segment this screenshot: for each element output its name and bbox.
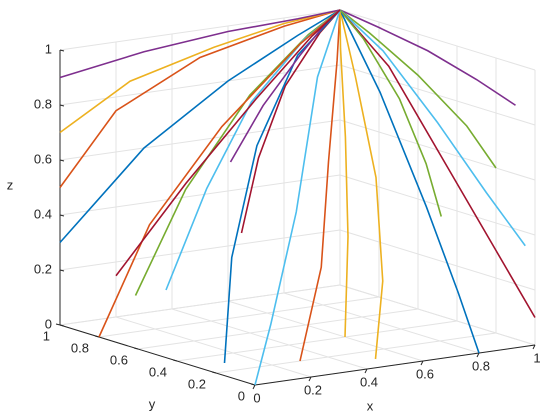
grid-line [339,229,536,291]
z-tick [59,104,65,107]
grid-line [283,292,480,354]
z-tick [59,214,65,217]
x-tick-label: 0.6 [416,366,434,381]
z-tick-label: 0.6 [34,151,52,166]
grid-line [98,296,380,338]
z-tick [59,49,65,52]
x-tick-label: 0.8 [472,358,490,373]
z-tick-label: 0 [45,316,52,331]
grid-line [227,300,424,362]
grid-line [215,332,497,374]
x-axis [254,344,536,386]
grid-line [115,316,312,378]
trajectory [59,9,341,79]
trajectory [59,9,341,134]
trajectory [339,9,497,169]
trajectory [254,9,341,386]
x-tick-label: 0 [253,390,260,405]
z-axis-label: z [7,177,14,192]
y-axis-label: y [149,396,156,411]
trajectory [59,9,341,244]
y-tick [250,383,256,386]
trajectory [339,9,349,338]
trajectory [115,9,341,277]
y-tick [94,335,100,338]
trajectory [339,9,384,360]
trajectory [339,9,443,217]
x-tick [364,368,368,374]
trajectory [98,9,341,338]
x-tick-label: 1 [533,350,540,365]
grid-line [59,284,341,326]
trajectory [339,9,536,318]
y-tick [211,371,217,374]
grid-line [171,308,368,370]
grid-line [59,64,341,106]
y-tick-label: 0.4 [149,364,167,379]
grid-line [176,320,458,362]
trajectory [134,9,341,296]
grid-line [339,9,536,71]
trajectory [165,9,341,291]
grid-line [59,229,341,271]
y-tick [172,359,178,362]
y-tick [133,347,139,350]
grid-line [59,119,341,161]
y-tick-label: 0.6 [110,352,128,367]
z-tick-label: 0.2 [34,261,52,276]
grid-line [59,9,341,51]
x-tick [308,376,312,382]
x-tick-label: 0.4 [360,374,378,389]
z-tick [59,269,65,272]
trajectory [339,9,480,354]
trajectory [299,9,341,362]
x-tick [420,360,424,366]
y-tick-label: 0.2 [188,376,206,391]
z-tick-label: 0.4 [34,206,52,221]
z-tick [59,324,65,327]
trajectory [339,9,516,106]
z-tick [59,159,65,162]
y-axis [59,324,256,386]
x-tick [476,352,480,358]
z-tick-label: 1 [45,41,52,56]
z-tick-label: 0.8 [34,96,52,111]
trajectory [339,9,526,247]
x-tick [252,384,256,390]
x-tick [532,344,536,350]
grid-line [137,308,419,350]
trajectory [59,9,341,188]
y-tick [55,323,61,326]
grid-line [59,174,341,216]
x-axis-label: x [367,398,374,413]
x-tick-label: 0.2 [304,382,322,397]
y-tick-label: 1 [43,328,50,343]
y-tick-label: 0.8 [71,340,89,355]
grid-line [339,284,536,346]
y-tick-label: 0 [238,388,245,403]
